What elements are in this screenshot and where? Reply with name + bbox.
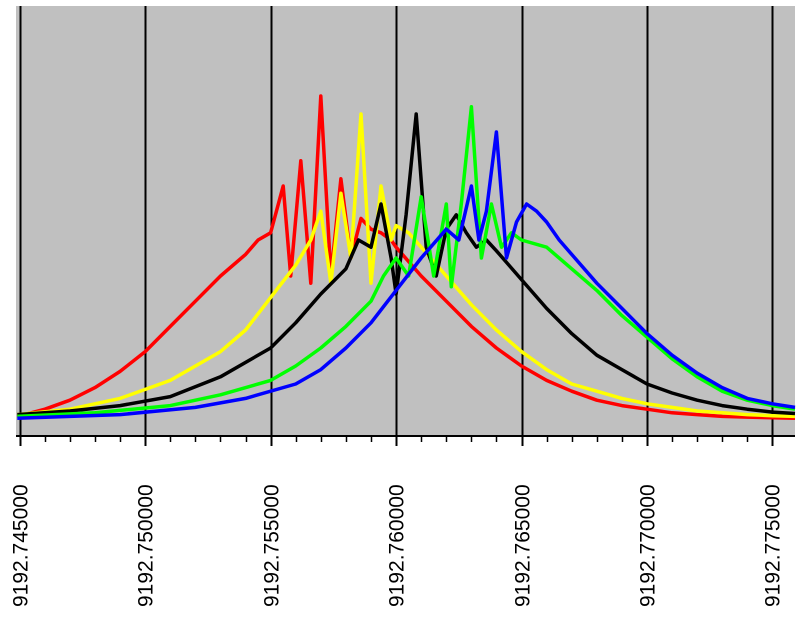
x-tick-label: 9192.745000 xyxy=(10,484,33,607)
x-tick-label: 9192.750000 xyxy=(135,484,158,607)
vertical-grid xyxy=(19,6,774,436)
series-line xyxy=(16,94,796,420)
series-line xyxy=(17,130,796,420)
x-axis-ticks xyxy=(19,436,774,446)
x-tick-label: 9192.755000 xyxy=(261,484,284,607)
x-tick-label: 9192.765000 xyxy=(512,484,535,607)
x-axis-tick-labels: 9192.745000 9192.750000 9192.755000 9192.76… xyxy=(10,484,785,607)
series-line xyxy=(17,105,796,419)
series-line xyxy=(17,112,796,417)
x-tick-label: 9192.760000 xyxy=(386,484,409,607)
x-tick-label: 9192.770000 xyxy=(637,484,660,607)
series-line xyxy=(17,112,796,419)
x-tick-label: 9192.775000 xyxy=(762,484,785,607)
series-group xyxy=(16,94,796,420)
